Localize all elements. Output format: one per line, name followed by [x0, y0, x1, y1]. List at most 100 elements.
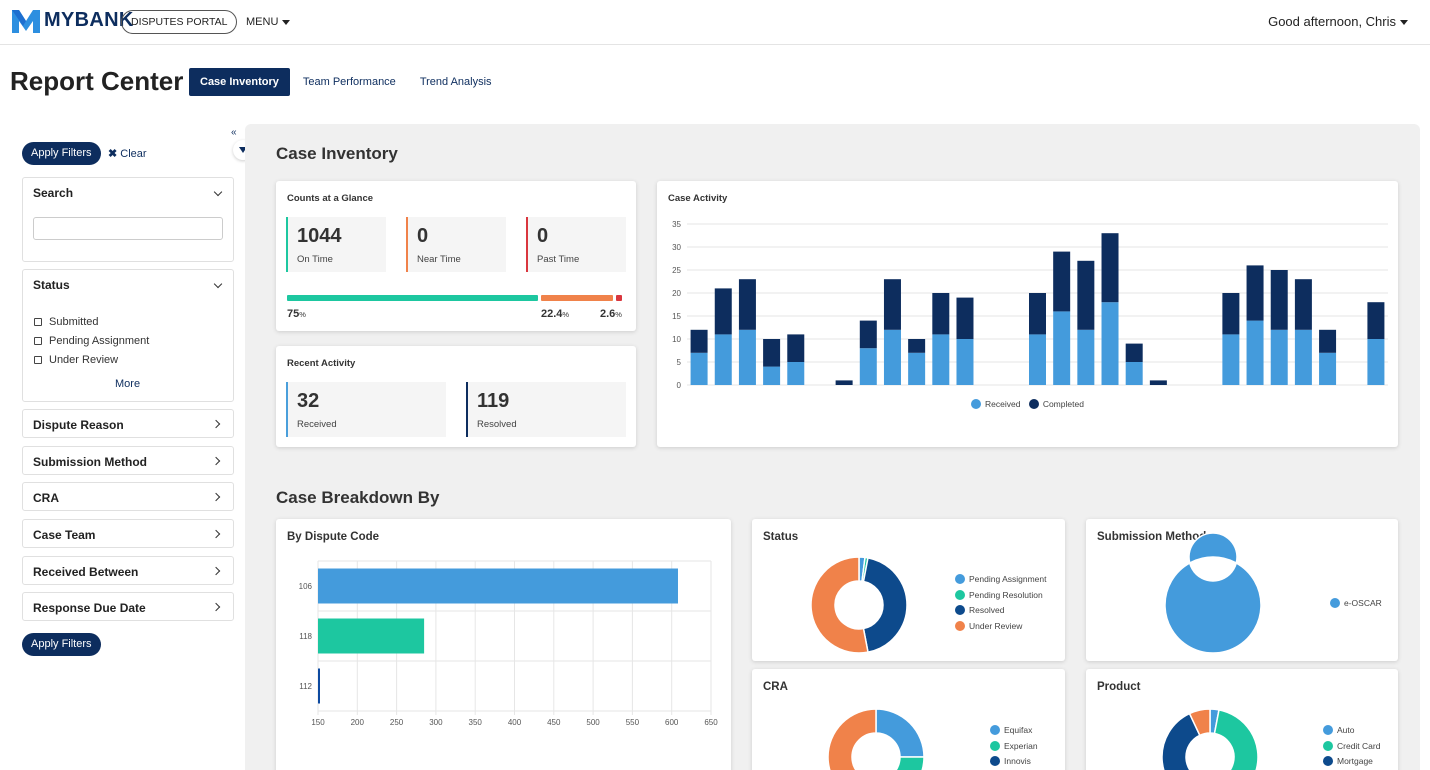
- status-option-pending-assignment[interactable]: Pending Assignment: [34, 335, 149, 347]
- bar-completed: [1294, 279, 1312, 330]
- case-breakdown-title: Case Breakdown By: [276, 488, 440, 507]
- legend-label: Resolved: [969, 605, 1005, 615]
- checkbox[interactable]: [34, 318, 42, 326]
- bar-completed: [932, 293, 950, 335]
- checkbox[interactable]: [34, 356, 42, 364]
- x-tick-label: 550: [626, 718, 640, 727]
- bar-received: [690, 352, 708, 385]
- stat-on-time: 1044 On Time: [286, 217, 386, 272]
- status-panel-title[interactable]: Status: [33, 278, 70, 292]
- legend-item[interactable]: Resolved: [955, 603, 1047, 619]
- apply-filters-button-bottom[interactable]: Apply Filters: [22, 633, 101, 656]
- x-tick-label: 150: [311, 718, 325, 727]
- bar-completed: [787, 334, 805, 362]
- product-donut-chart: [1161, 708, 1259, 770]
- legend-label: Equifax: [1004, 725, 1033, 735]
- cra-legend: Equifax Experian Innovis: [990, 723, 1038, 770]
- tab-case-inventory[interactable]: Case Inventory: [189, 68, 290, 96]
- bar-received: [932, 334, 950, 385]
- filter-case-team[interactable]: Case Team: [22, 519, 234, 548]
- stat-value: 119: [477, 390, 510, 412]
- chevron-down-icon[interactable]: [213, 279, 223, 289]
- status-option-submitted[interactable]: Submitted: [34, 316, 99, 328]
- filter-received-between[interactable]: Received Between: [22, 556, 234, 585]
- search-panel-title[interactable]: Search: [33, 186, 74, 200]
- y-tick-label: 15: [672, 312, 681, 321]
- x-tick-label: 500: [586, 718, 600, 727]
- filter-submission-method[interactable]: Submission Method: [22, 446, 234, 475]
- status-more-link[interactable]: More: [115, 378, 141, 390]
- tab-trend-analysis[interactable]: Trend Analysis: [419, 76, 492, 88]
- legend-swatch: [955, 589, 965, 600]
- filter-dispute-reason[interactable]: Dispute Reason: [22, 409, 234, 438]
- y-tick-label: 35: [672, 220, 681, 229]
- pct-unit: %: [299, 310, 306, 319]
- submission-method-title: Submission Method: [1097, 531, 1207, 543]
- submission-method-card: Submission Method e-OSCAR: [1086, 519, 1398, 661]
- brand-name[interactable]: MYBANK: [44, 9, 134, 31]
- apply-filters-button[interactable]: Apply Filters: [22, 142, 101, 165]
- filter-cra[interactable]: CRA: [22, 482, 234, 511]
- legend-item[interactable]: Mortgage: [1323, 754, 1380, 770]
- x-tick-label: 200: [351, 718, 365, 727]
- status-option-under-review[interactable]: Under Review: [34, 354, 118, 366]
- x-tick-label: 450: [547, 718, 561, 727]
- tab-team-performance[interactable]: Team Performance: [302, 76, 396, 88]
- pct-on-time: 75%: [287, 308, 306, 320]
- bar-completed: [1270, 270, 1288, 330]
- chevron-right-icon: [211, 529, 221, 539]
- progress-near-time: [540, 295, 614, 301]
- greeting-text: Good afternoon, Chris: [1268, 14, 1396, 29]
- filter-response-due-date[interactable]: Response Due Date: [22, 592, 234, 621]
- legend-item[interactable]: Equifax: [990, 723, 1038, 739]
- slice-e-oscar: [1164, 532, 1262, 654]
- legend-item[interactable]: Experian: [990, 739, 1038, 755]
- legend-item-received[interactable]: Received: [971, 397, 1020, 413]
- legend-swatch: [955, 605, 965, 615]
- bar-received: [1029, 334, 1046, 385]
- bar-dispute-code: [318, 668, 320, 704]
- bar-completed: [956, 297, 974, 339]
- legend-item[interactable]: e-OSCAR: [1330, 596, 1382, 612]
- legend-swatch: [1323, 756, 1333, 766]
- y-tick-label: 5: [677, 358, 682, 367]
- x-tick-label: 650: [704, 718, 718, 727]
- legend-swatch: [990, 740, 1000, 751]
- menu-dropdown[interactable]: MENU: [246, 16, 291, 28]
- bar-completed: [1101, 233, 1119, 303]
- legend-item[interactable]: Pending Assignment: [955, 572, 1047, 588]
- filter-section-label: Submission Method: [33, 455, 147, 469]
- mybank-logo-icon[interactable]: [10, 7, 42, 35]
- case-inventory-title: Case Inventory: [276, 144, 398, 163]
- legend-item[interactable]: Under Review: [955, 619, 1047, 635]
- legend-item-completed[interactable]: Completed: [1028, 397, 1084, 413]
- search-input[interactable]: [33, 217, 223, 240]
- bar-received: [908, 352, 926, 385]
- report-content: Case Inventory Counts at a Glance 1044 O…: [245, 124, 1420, 770]
- bar-received: [738, 329, 756, 385]
- y-tick-label: 112: [299, 682, 312, 691]
- collapse-sidebar-icon[interactable]: «: [231, 127, 237, 138]
- legend-item[interactable]: Innovis: [990, 754, 1038, 770]
- clear-label: Clear: [120, 148, 147, 160]
- legend-item[interactable]: Credit Card: [1323, 739, 1380, 755]
- status-filter-panel: Status Submitted Pending Assignment Unde…: [22, 269, 234, 402]
- legend-item[interactable]: Pending Resolution: [955, 588, 1047, 604]
- recent-activity-title: Recent Activity: [287, 358, 356, 369]
- bar-dispute-code: [318, 618, 425, 654]
- chevron-down-icon[interactable]: [213, 187, 223, 197]
- x-tick-label: 300: [429, 718, 443, 727]
- stat-label: Received: [297, 419, 337, 430]
- y-tick-label: 30: [672, 243, 681, 252]
- stat-value: 1044: [297, 225, 342, 247]
- status-option-label: Submitted: [49, 316, 99, 328]
- pct-past-time: 2.6%: [600, 308, 622, 320]
- clear-filters-button[interactable]: ✖ Clear: [108, 147, 147, 160]
- user-menu[interactable]: Good afternoon, Chris: [1268, 14, 1408, 29]
- checkbox[interactable]: [34, 337, 42, 345]
- portal-badge: DISPUTES PORTAL: [121, 10, 238, 34]
- status-legend: Pending Assignment Pending Resolution Re…: [955, 572, 1047, 634]
- dispute-code-chart: 150 200 250 300 350 400 450 500 550 600 650 106 118 1…: [299, 560, 718, 727]
- legend-item[interactable]: Auto: [1323, 723, 1380, 739]
- legend-label: Under Review: [969, 620, 1023, 631]
